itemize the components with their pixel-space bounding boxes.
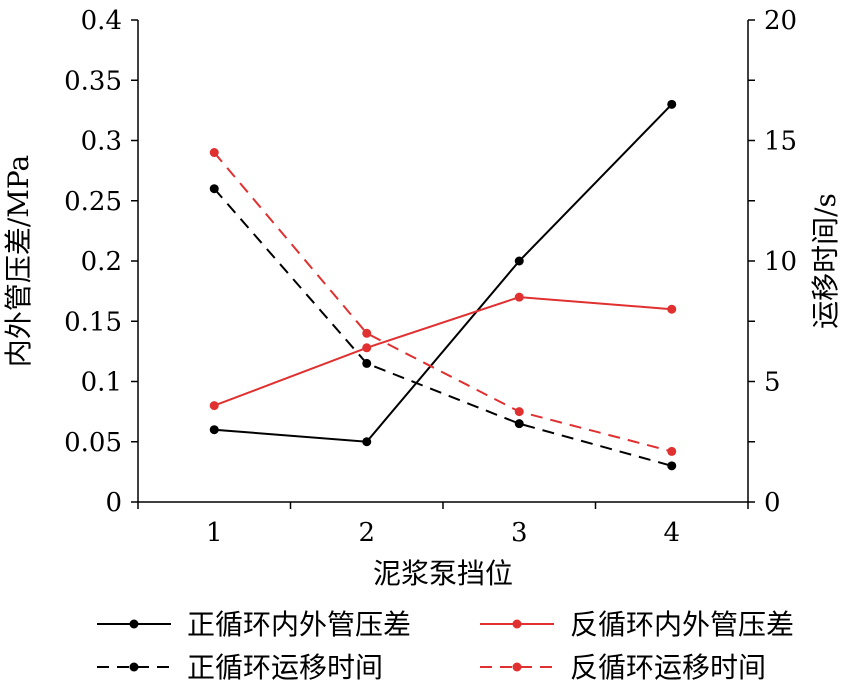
left-tick-label: 0.15 — [64, 307, 122, 337]
x-tick-label: 4 — [663, 518, 680, 548]
legend-marker — [129, 662, 139, 672]
right-tick-label: 20 — [764, 6, 797, 36]
x-tick-label: 3 — [511, 518, 528, 548]
x-tick-label: 1 — [206, 518, 223, 548]
left-tick-label: 0.35 — [64, 66, 122, 96]
left-tick-label: 0.25 — [64, 187, 122, 217]
right-tick-label: 15 — [764, 127, 797, 157]
y-right-axis-title: 运移时间/s — [809, 193, 842, 329]
data-point — [514, 419, 524, 429]
data-point — [362, 437, 372, 447]
data-point — [362, 328, 372, 338]
y-left-axis-title: 内外管压差/MPa — [2, 155, 35, 367]
data-point — [667, 99, 677, 109]
data-point — [209, 184, 219, 194]
axes: 0 0.05 0.1 0.15 0.2 0.25 0.3 0.35 0.4 0 5 10 15 20 1 2 3… — [2, 6, 842, 590]
series-3 — [209, 184, 677, 471]
data-point — [362, 358, 372, 368]
data-point — [209, 401, 219, 411]
legend-label: 正循环运移时间 — [187, 651, 383, 684]
left-tick-label: 0.3 — [81, 127, 122, 157]
x-axis-title: 泥浆泵挡位 — [373, 557, 513, 590]
legend-label: 反循环内外管压差 — [570, 608, 794, 641]
legend-marker — [512, 619, 522, 629]
series-1 — [209, 99, 677, 447]
data-point — [514, 407, 524, 417]
data-point — [514, 256, 524, 266]
series-2 — [209, 292, 677, 411]
right-tick-label: 0 — [764, 488, 781, 518]
series-line — [213, 296, 672, 407]
left-tick-label: 0.05 — [64, 428, 122, 458]
data-point — [514, 292, 524, 302]
legend-item: 反循环内外管压差 — [480, 608, 794, 641]
series-layer — [209, 99, 677, 471]
series-line — [214, 103, 673, 443]
data-point — [209, 425, 219, 435]
series-line — [213, 151, 673, 453]
left-tick-label: 0.1 — [81, 368, 122, 398]
legend-item: 反循环运移时间 — [480, 651, 766, 684]
left-tick-label: 0.2 — [81, 247, 122, 277]
legend-marker — [512, 662, 522, 672]
left-tick-label: 0.4 — [81, 6, 122, 36]
series-4 — [209, 148, 677, 456]
x-tick-label: 2 — [358, 518, 375, 548]
legend-item: 正循环内外管压差 — [97, 608, 411, 641]
legend-item: 正循环运移时间 — [97, 651, 383, 684]
data-point — [209, 148, 219, 158]
data-point — [667, 446, 677, 456]
legend-label: 反循环运移时间 — [570, 651, 766, 684]
right-tick-label: 5 — [764, 368, 781, 398]
legend-label: 正循环内外管压差 — [187, 608, 411, 641]
data-point — [667, 304, 677, 314]
data-point — [667, 461, 677, 471]
legend-marker — [129, 619, 139, 629]
left-tick-label: 0 — [105, 488, 122, 518]
series-line — [213, 188, 673, 467]
data-point — [362, 343, 372, 353]
right-tick-label: 10 — [764, 247, 797, 277]
